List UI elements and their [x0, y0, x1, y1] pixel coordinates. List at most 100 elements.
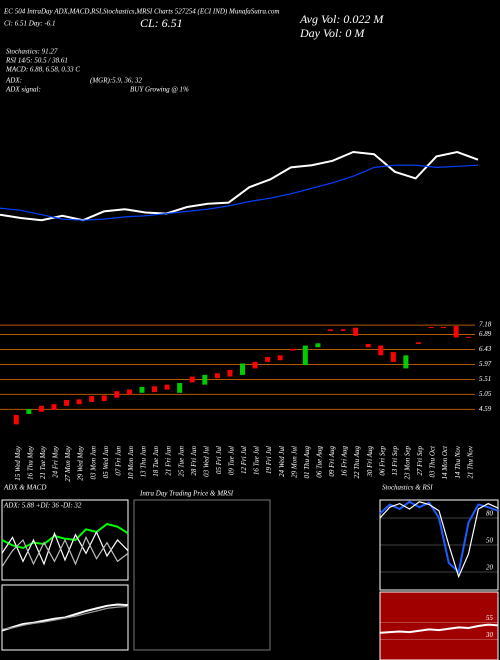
candle [38, 405, 44, 412]
y-tick-label: 80 [486, 510, 494, 518]
candle [114, 391, 120, 398]
candle [189, 376, 195, 383]
x-tick-label: 24 Wed Jul [278, 446, 286, 477]
x-tick-label: 03 Wed Jul [202, 446, 210, 477]
panel-title: Stochastics & RSI [382, 484, 433, 492]
x-tick-label: 05 Fri Jul [215, 446, 223, 474]
x-tick-label: 27 Fri Sep [416, 446, 424, 476]
candle [89, 396, 95, 402]
candle [64, 399, 70, 406]
candle [466, 336, 472, 338]
line [379, 501, 499, 579]
candle [177, 383, 183, 393]
candle [353, 327, 359, 336]
candle [164, 384, 170, 390]
candle [302, 345, 308, 366]
y-tick-label: 20 [486, 564, 494, 572]
x-tick-label: 27 Mon May [64, 445, 72, 482]
close: CL: 6.51 [140, 16, 183, 30]
day-vol: Day Vol: 0 M [299, 26, 365, 40]
x-tick-label: 03 Thu Oct [429, 445, 437, 478]
candle [340, 329, 346, 331]
candle [240, 363, 245, 375]
candle [453, 326, 459, 338]
x-tick-label: 05 Wed Jun [102, 446, 110, 479]
candle [76, 399, 82, 405]
panel-border [379, 591, 499, 660]
candle [327, 329, 333, 331]
line [1, 530, 129, 566]
left-info: Cl: 6.51 Day: -6.1 [4, 20, 56, 28]
candle [365, 343, 371, 348]
candle [202, 374, 208, 385]
candle [315, 343, 321, 348]
stat: Stochastics: 91.27 [6, 48, 58, 56]
x-tick-label: 29 Wed May [77, 445, 85, 481]
candle [441, 327, 447, 329]
candle [290, 348, 296, 351]
line [379, 500, 499, 574]
x-tick-label: 30 Fri Aug [366, 446, 374, 478]
y-tick-label: 6.89 [479, 330, 492, 338]
stat: RSI 14/5: 50.5 / 38.61 [5, 57, 68, 65]
x-tick-label: 23 Mon Sep [403, 446, 411, 480]
y-tick-label: 7.18 [479, 321, 492, 329]
x-tick-label: 06 Tue Aug [316, 446, 324, 478]
candle [214, 373, 220, 379]
stat: ADX signal: [5, 86, 41, 94]
line [1, 535, 129, 567]
y-tick-label: 5.97 [479, 360, 492, 368]
panel-border [1, 499, 129, 581]
line [1, 603, 129, 632]
candle [101, 395, 107, 401]
x-tick-label: 12 Fri Jul [240, 446, 248, 474]
x-tick-label: 19 Fri Jul [265, 446, 273, 474]
candle [51, 404, 57, 410]
x-tick-label: 24 Fri May [52, 445, 60, 478]
candle [126, 389, 132, 395]
candle [227, 370, 233, 377]
intraday-title: Intra Day Trading Price & MRSI [139, 490, 234, 498]
x-tick-label: 09 Tue Jul [228, 446, 236, 475]
x-tick-label: 01 Thu Aug [303, 446, 311, 479]
stat: MACD: 6.88, 6.58, 0.33 C [5, 66, 80, 74]
x-tick-label: 06 Fri Sep [378, 446, 386, 476]
candle [252, 361, 258, 369]
panel-title: ADX & MACD [3, 484, 46, 492]
intraday-panel [133, 499, 271, 651]
x-tick-label: 16 Thu May [26, 445, 34, 480]
panel-subtitle: ADX: 5.88 +DI: 36 -DI: 32 [3, 502, 82, 510]
x-tick-label: 09 Fri Aug [328, 446, 336, 477]
panel-border [1, 584, 129, 651]
candle [277, 355, 283, 361]
x-tick-label: 16 Tue Jul [253, 446, 261, 475]
candle [403, 355, 409, 369]
x-tick-label: 28 Fri Jun [190, 446, 198, 476]
candle [428, 327, 434, 329]
x-tick-label: 21 Tue May [39, 445, 47, 479]
x-tick-label: 15 Wed May [14, 445, 22, 481]
y-tick-label: 30 [485, 631, 494, 639]
y-tick-label: 50 [486, 537, 494, 545]
candle [152, 386, 158, 393]
y-tick-label: 4.59 [479, 405, 492, 413]
stat: ADX: [5, 77, 22, 85]
title: EC 504 IntraDay ADX,MACD,RSI,Stochastics… [3, 8, 279, 16]
x-tick-label: 03 Mon Jun [89, 446, 97, 480]
x-tick-label: 21 Fri Jun [165, 446, 173, 476]
x-tick-label: 16 Fri Aug [341, 446, 349, 477]
stat: (MGR):5.9, 36, 32 [90, 77, 142, 85]
line [0, 164, 479, 221]
x-tick-label: 07 Fri Jun [114, 446, 122, 476]
x-tick-label: 22 Thu Aug [353, 446, 361, 479]
candle [415, 342, 421, 344]
candle [390, 352, 396, 362]
candle [378, 345, 384, 356]
x-tick-label: 13 Thu Jun [140, 446, 148, 478]
y-tick-label: 6.43 [479, 345, 492, 353]
y-tick-label: 5.51 [479, 375, 491, 383]
avg-vol: Avg Vol: 0.022 M [299, 12, 384, 26]
x-tick-label: 21 Thu Nov [466, 445, 474, 479]
y-tick-label: 5.05 [479, 390, 492, 398]
